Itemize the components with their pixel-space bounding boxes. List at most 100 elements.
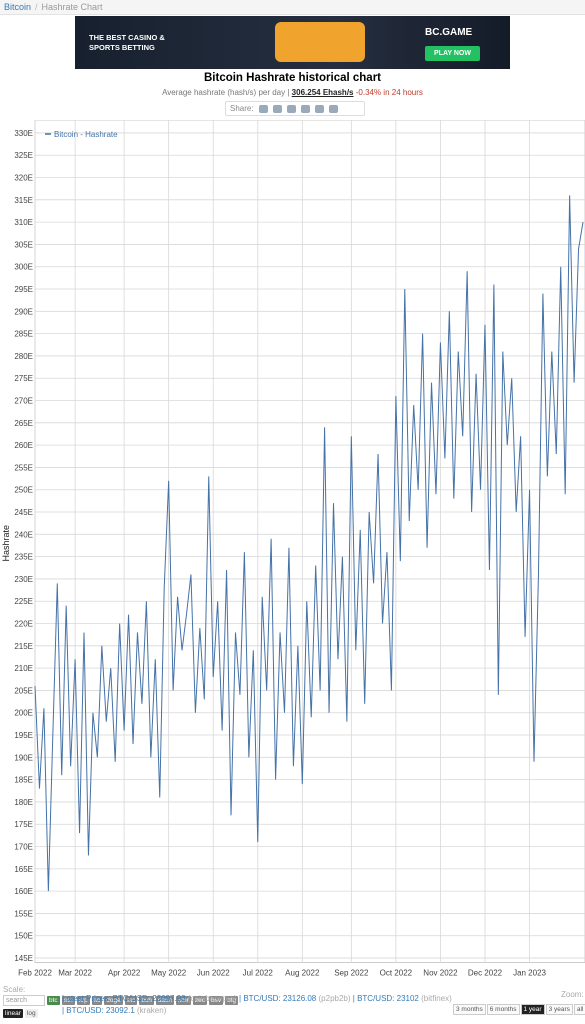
y-tick-label: 220E <box>14 620 33 629</box>
coin-tag[interactable]: dash <box>155 996 174 1005</box>
coin-tags: btc eth xrp ltc doge etc bch dash xmr zec bsv btg <box>47 995 240 1005</box>
price-source: (kraken) <box>137 1006 167 1015</box>
zoom-button[interactable]: all time <box>573 1004 585 1015</box>
y-tick-label: 145E <box>14 954 33 963</box>
y-tick-label: 225E <box>14 597 33 606</box>
y-tick-label: 275E <box>14 374 33 383</box>
price: | BTC/USD: 23092.1 <box>62 1006 135 1015</box>
y-tick-label: 305E <box>14 240 33 249</box>
share-icon[interactable] <box>300 104 310 113</box>
y-tick-label: 240E <box>14 530 33 539</box>
scale-buttons: linear log <box>3 1008 40 1018</box>
x-tick-label: Apr 2022 <box>108 969 141 978</box>
legend-label: Bitcoin - Hashrate <box>54 130 118 139</box>
y-tick-label: 250E <box>14 486 33 495</box>
share-bar: Share: <box>225 101 365 116</box>
ad-button[interactable]: PLAY NOW <box>425 46 480 61</box>
y-tick-label: 245E <box>14 508 33 517</box>
y-tick-label: 160E <box>14 887 33 896</box>
chart-title: Bitcoin Hashrate historical chart <box>203 72 382 84</box>
y-tick-label: 320E <box>14 174 33 183</box>
coin-tag[interactable]: eth <box>61 996 75 1005</box>
footer: Scale: search btc eth xrp ltc doge etc bch dash… <box>0 985 585 1024</box>
change: -0.34% in 24 hours <box>355 88 423 97</box>
price-source: (coinbasepro) <box>187 994 237 1003</box>
coin-tag[interactable]: ltc <box>91 996 103 1005</box>
y-tick-label: 190E <box>14 753 33 762</box>
y-tick-label: 165E <box>14 865 33 874</box>
y-tick-label: 170E <box>14 843 33 852</box>
y-tick-label: 235E <box>14 553 33 562</box>
x-tick-label: Jul 2022 <box>243 969 274 978</box>
y-tick-label: 265E <box>14 419 33 428</box>
x-tick-label: Jan 2023 <box>513 969 546 978</box>
y-tick-label: 255E <box>14 463 33 472</box>
coin-tag[interactable]: xrp <box>76 996 90 1005</box>
zoom-label: Zoom: <box>561 990 584 999</box>
x-tick-label: Oct 2022 <box>380 969 413 978</box>
coin-tag[interactable]: zec <box>192 996 207 1005</box>
zoom-button[interactable]: 3 months <box>453 1004 486 1015</box>
y-tick-label: 290E <box>14 307 33 316</box>
zoom-button[interactable]: 3 years <box>545 1004 573 1015</box>
y-tick-label: 270E <box>14 397 33 406</box>
x-tick-label: Mar 2022 <box>58 969 92 978</box>
ad-brand: BC.GAME <box>425 27 473 38</box>
current-hashrate: 306.254 Ehash/s <box>291 88 354 97</box>
coin-tag[interactable]: etc <box>124 996 138 1005</box>
crumb-current: Hashrate Chart <box>41 2 103 12</box>
y-tick-label: 315E <box>14 196 33 205</box>
coin-tag[interactable]: doge <box>104 996 123 1005</box>
price: | BTC/USD: 23126.08 <box>239 994 317 1003</box>
data-line <box>34 195 584 892</box>
coin-tag[interactable]: btc <box>47 996 60 1005</box>
price: | BTC/USD: 23102 <box>352 994 419 1003</box>
breadcrumb: Bitcoin / Hashrate Chart <box>0 0 585 15</box>
plot-area <box>34 120 585 963</box>
y-tick-label: 325E <box>14 151 33 160</box>
coin-tag[interactable]: bsv <box>208 996 224 1005</box>
y-tick-label: 300E <box>14 263 33 272</box>
scale-button[interactable]: log <box>24 1009 38 1018</box>
x-tick-label: Feb 2022 <box>18 969 52 978</box>
y-tick-label: 150E <box>14 932 33 941</box>
zoom-button[interactable]: 6 months <box>486 1004 520 1015</box>
x-tick-label: Dec 2022 <box>468 969 503 978</box>
share-icon[interactable] <box>272 104 282 113</box>
x-tick-label: Sep 2022 <box>334 969 369 978</box>
scale-button[interactable]: linear <box>3 1009 23 1018</box>
price: BTC/USD: 23097.93 <box>112 994 186 1003</box>
share-icon[interactable] <box>258 104 268 113</box>
coin-tag[interactable]: btg <box>225 996 239 1005</box>
share-icon[interactable] <box>314 104 324 113</box>
y-tick-label: 230E <box>14 575 33 584</box>
x-tick-label: Nov 2022 <box>423 969 458 978</box>
search-box[interactable]: search <box>3 995 45 1006</box>
y-axis-label: Hashrate <box>1 525 11 562</box>
y-tick-label: 295E <box>14 285 33 294</box>
x-tick-label: Aug 2022 <box>285 969 320 978</box>
ad-banner[interactable]: THE BEST CASINO & SPORTS BETTING BC.GAME… <box>75 16 510 69</box>
share-icon[interactable] <box>286 104 296 113</box>
zoom-button[interactable]: 1 year <box>520 1004 545 1015</box>
y-tick-label: 215E <box>14 642 33 651</box>
x-tick-label: May 2022 <box>151 969 187 978</box>
prices-label: Latest Prices: <box>62 994 111 1003</box>
chart: 145E 150E 155E 160E 165E 170E 175E 180E 185E 190E… <box>1 120 585 978</box>
scale-label: Scale: <box>3 985 26 994</box>
y-tick-label: 175E <box>14 820 33 829</box>
x-tick-label: Jun 2022 <box>197 969 230 978</box>
share-label: Share: <box>230 104 254 113</box>
latest-prices: Latest Prices: BTC/USD: 23097.93 (coinba… <box>62 993 452 1017</box>
y-tick-label: 185E <box>14 776 33 785</box>
price-source: (p2pb2b) <box>318 994 351 1003</box>
price-source: (bitfinex) <box>421 994 452 1003</box>
crumb-link[interactable]: Bitcoin <box>4 2 32 12</box>
coin-tag[interactable]: xmr <box>175 996 191 1005</box>
share-icon[interactable] <box>328 104 338 113</box>
coin-tag[interactable]: bch <box>139 996 154 1005</box>
y-tick-label: 285E <box>14 330 33 339</box>
y-tick-label: 200E <box>14 709 33 718</box>
